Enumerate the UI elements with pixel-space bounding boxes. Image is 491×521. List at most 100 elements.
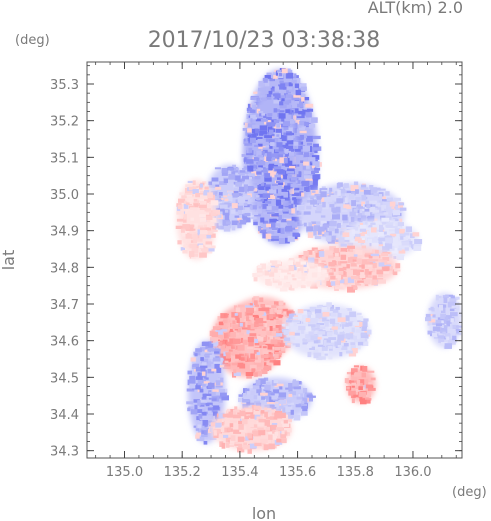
echo-cell [278, 146, 284, 152]
echo-cell [301, 276, 306, 282]
echo-cell [443, 325, 448, 329]
echo-cell [225, 221, 231, 225]
echo-cell [291, 216, 300, 221]
echo-cell [292, 170, 299, 175]
echo-cell [367, 271, 373, 275]
echo-cell [351, 234, 357, 237]
echo-cell [254, 360, 262, 367]
echo-cell [316, 339, 321, 344]
echo-cell [273, 379, 279, 384]
echo-cell [391, 205, 396, 209]
echo-cell [307, 338, 314, 342]
echo-cell [285, 203, 294, 209]
echo-cell [361, 245, 367, 249]
echo-cell [237, 210, 243, 214]
echo-cell [371, 279, 378, 286]
echo-cell [306, 281, 312, 287]
echo-cell [339, 352, 343, 357]
echo-cell [250, 205, 257, 210]
echo-cell [308, 331, 313, 337]
echo-cell [291, 79, 297, 84]
echo-cell [318, 226, 325, 232]
echo-cell [324, 232, 329, 237]
echo-cell [274, 277, 282, 280]
echo-cell [276, 438, 282, 443]
y-tick-label: 34.9 [50, 225, 79, 240]
echo-cell [303, 152, 309, 157]
echo-cell [177, 204, 183, 210]
echo-cell [289, 188, 294, 194]
echo-cell [215, 380, 221, 386]
echo-cell [354, 339, 362, 343]
echo-cell [268, 139, 275, 144]
echo-cell [197, 225, 204, 230]
echo-cell [293, 113, 302, 117]
echo-cell [329, 236, 336, 241]
echo-cell [287, 402, 294, 405]
echo-cell [248, 421, 254, 428]
echo-cell [237, 447, 245, 453]
echo-cell [379, 224, 384, 231]
echo-cell [203, 199, 211, 203]
echo-cell [203, 224, 207, 230]
echo-cell [249, 402, 256, 405]
echo-cell [255, 137, 263, 140]
echo-cell [188, 406, 194, 410]
echo-cell [282, 207, 289, 212]
echo-cell [279, 309, 283, 314]
echo-cell [192, 180, 196, 185]
echo-cell [294, 148, 301, 152]
echo-cell [246, 159, 254, 164]
echo-cell [401, 239, 406, 242]
echo-cell [303, 251, 309, 257]
echo-cell [284, 160, 293, 167]
echo-cell [293, 115, 297, 121]
echo-cell [302, 198, 308, 203]
echo-cell [253, 405, 261, 410]
x-axis-unit: (deg) [452, 485, 487, 500]
echo-cell [392, 210, 400, 216]
echo-cell [214, 363, 220, 370]
echo-cell [189, 243, 197, 249]
echo-cell [432, 322, 437, 328]
altitude-label: ALT(km) 2.0 [368, 0, 463, 17]
echo-cell [263, 377, 269, 381]
echo-cell [283, 311, 287, 314]
echo-cell [224, 214, 230, 220]
x-tick-label: 135.2 [164, 465, 201, 480]
echo-cell [195, 376, 203, 380]
echo-cell [355, 189, 359, 194]
echo-cell [224, 202, 232, 207]
echo-cell [428, 316, 435, 322]
echo-cell [186, 388, 195, 392]
echo-cell [201, 384, 206, 387]
echo-cell [253, 296, 260, 301]
echo-cell [352, 259, 359, 262]
echo-cell [293, 218, 300, 224]
echo-cell [311, 165, 315, 169]
echo-cell [279, 195, 287, 199]
echo-cell [241, 154, 249, 157]
echo-cell [346, 386, 350, 390]
echo-cell [432, 333, 438, 338]
echo-cell [212, 389, 219, 394]
echo-cell [253, 349, 259, 354]
echo-cell [361, 201, 365, 207]
echo-cell [252, 273, 261, 277]
echo-cell [226, 332, 230, 337]
echo-cell [200, 357, 204, 361]
echo-cell [261, 113, 266, 116]
echo-cell [303, 105, 312, 111]
echo-cell [311, 117, 318, 123]
echo-cell [253, 91, 258, 94]
echo-cell [370, 222, 376, 225]
echo-cell [334, 253, 339, 257]
echo-cell [265, 390, 272, 393]
echo-cell [281, 302, 286, 306]
echo-cell [268, 222, 276, 228]
echo-cell [279, 273, 287, 279]
echo-cell [308, 257, 315, 263]
echo-cell [330, 279, 337, 283]
echo-cell [268, 262, 272, 266]
echo-cell [339, 278, 345, 284]
